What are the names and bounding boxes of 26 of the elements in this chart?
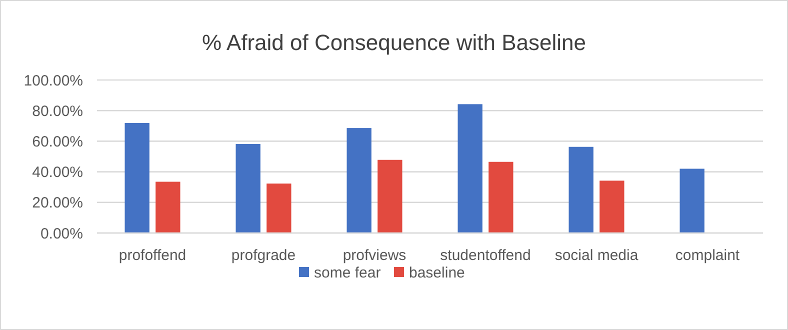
legend-label: baseline [409,264,465,282]
y-tick-label: 60.00% [32,133,83,150]
x-tick-label: profgrade [231,247,296,264]
x-tick-label: profoffend [118,247,186,264]
bar [680,168,704,233]
bar [568,146,594,233]
bar [266,184,292,233]
bar [124,122,150,233]
bar [346,128,372,233]
y-tick-label: 80.00% [32,102,83,120]
bar [156,182,180,233]
y-tick-label: 20.00% [32,194,83,212]
bar [458,104,482,233]
x-tick-label: complaint [675,247,740,264]
x-tick-label: studentoffend [440,247,531,264]
y-tick-label: 40.00% [32,164,83,182]
chart-title: % Afraid of Consequence with Baseline [202,30,586,55]
bar [378,160,402,233]
bar [600,180,624,233]
y-tick-label: 100.00% [24,72,83,90]
x-tick-label: social media [554,247,639,264]
y-tick-label: 0.00% [40,225,83,242]
x-tick-label: profviews [342,247,406,264]
bar [488,162,514,233]
bar [236,144,260,233]
legend-label: some fear [314,264,381,282]
